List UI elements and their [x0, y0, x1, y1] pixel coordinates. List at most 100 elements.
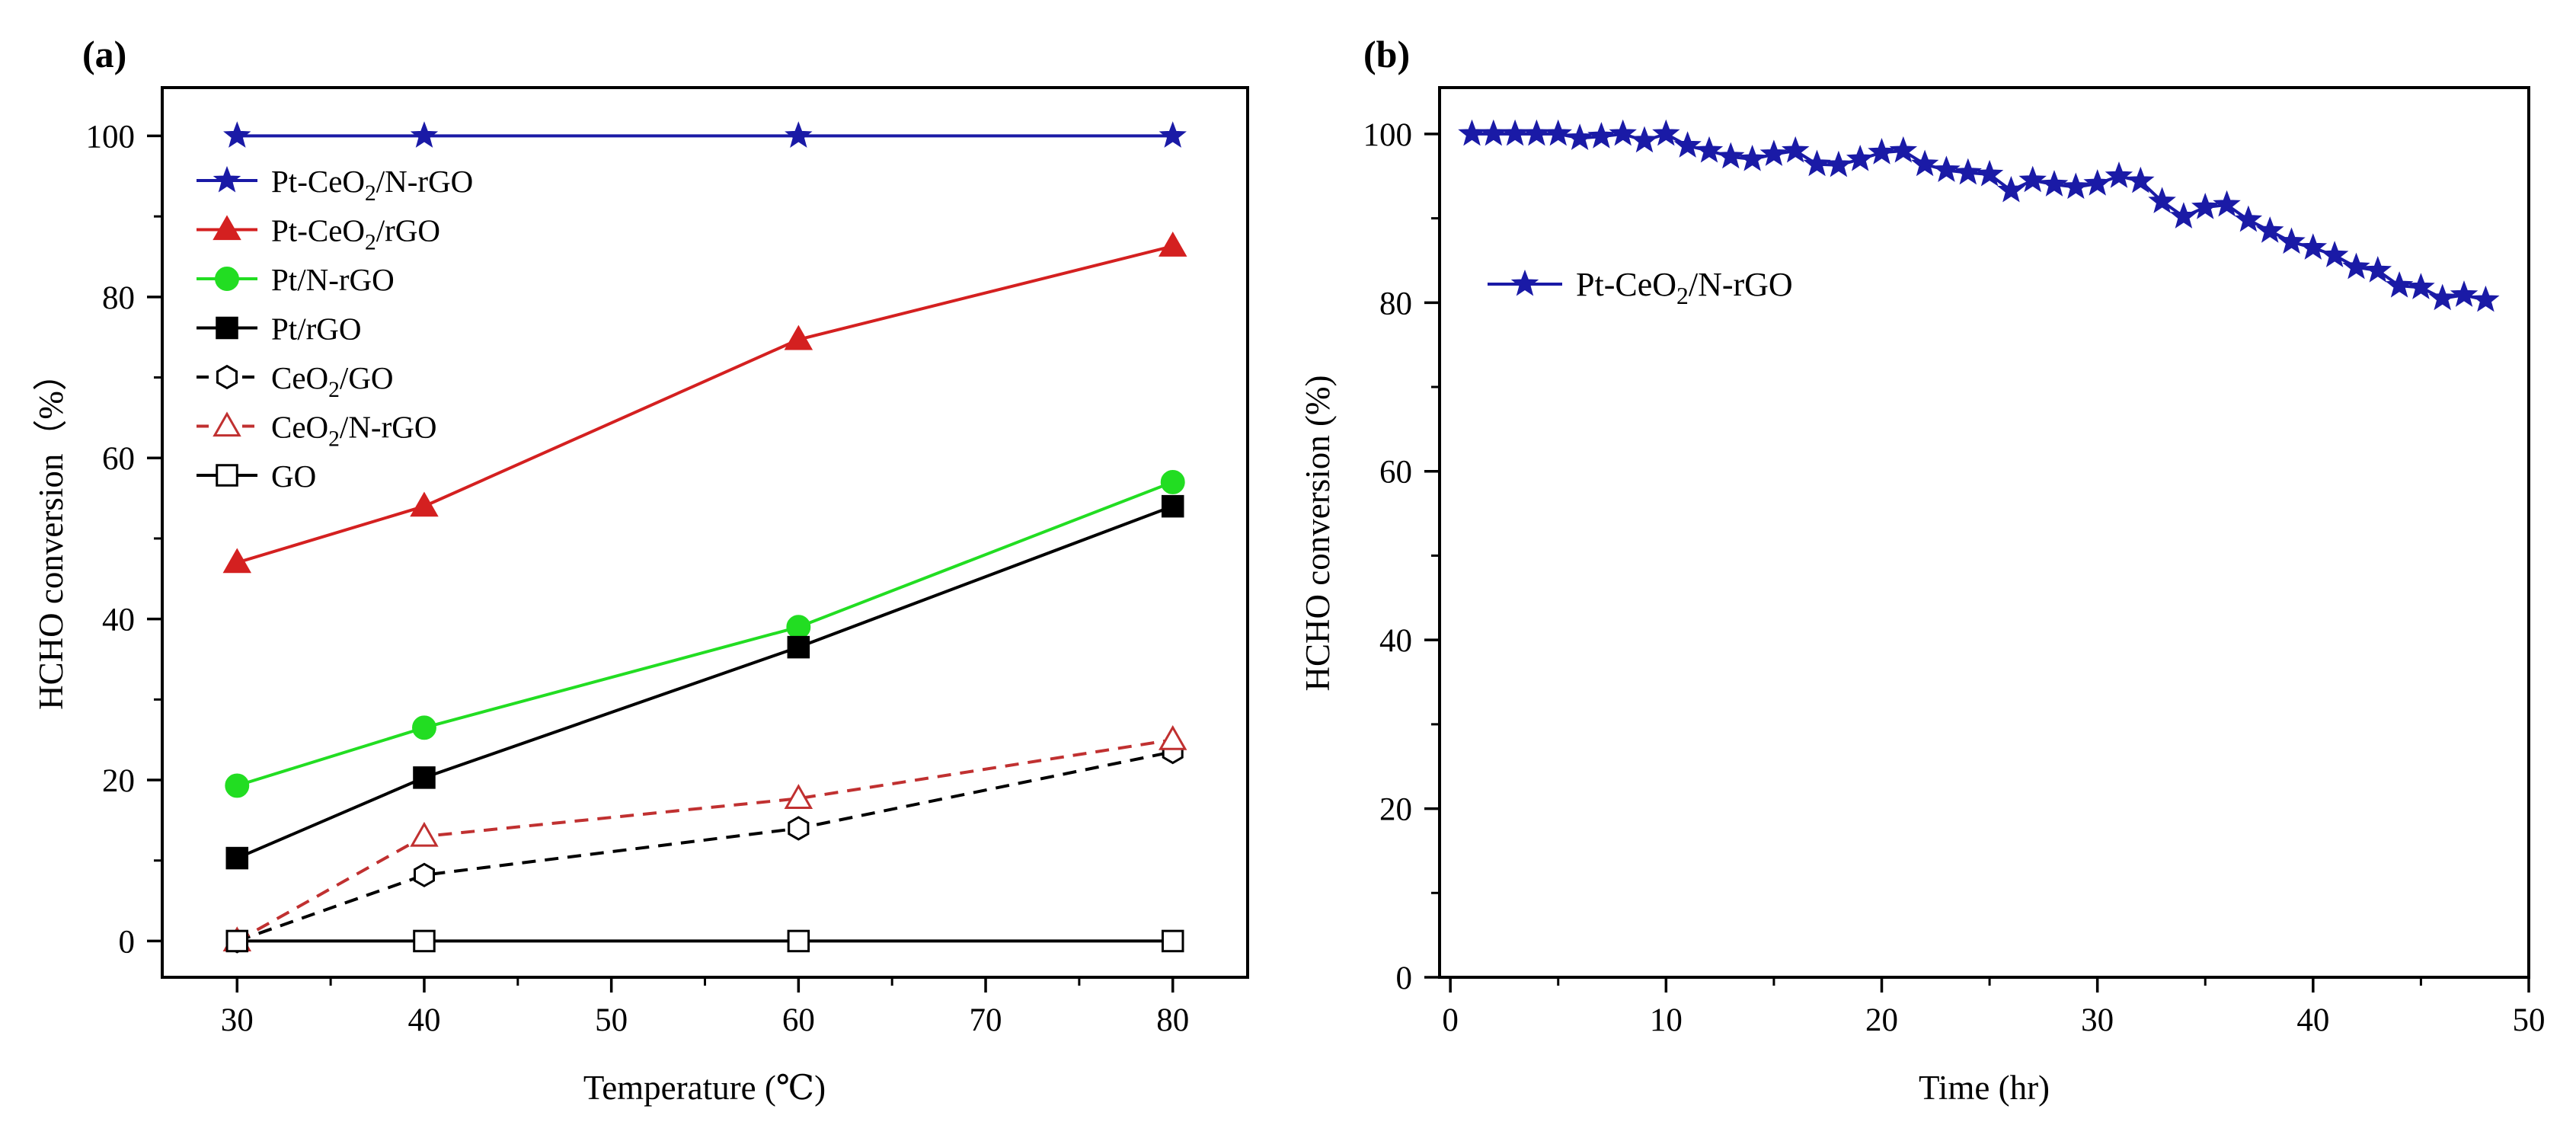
legend-item: GO — [197, 459, 316, 494]
legend-marker — [216, 464, 238, 487]
y-tick-label: 100 — [86, 119, 136, 155]
data-point-marker — [787, 635, 810, 659]
legend-marker — [216, 364, 238, 390]
y-tick-label: 60 — [102, 441, 135, 477]
data-point-marker — [784, 784, 813, 809]
legend-item-label: Pt/N-rGO — [271, 262, 395, 297]
data-point-marker — [413, 929, 436, 953]
data-point-marker — [2363, 256, 2392, 283]
data-point-marker — [1630, 126, 1659, 153]
data-point-marker — [2450, 280, 2479, 307]
y-tick-label: 0 — [119, 924, 136, 960]
data-point-marker — [2040, 170, 2069, 197]
data-point-marker — [2148, 187, 2176, 213]
x-tick-label: 20 — [1865, 1002, 1898, 1038]
data-point-marker — [1159, 121, 1187, 148]
y-tick-label: 40 — [1379, 623, 1412, 659]
legend-item: Pt/rGO — [197, 312, 361, 347]
legend-item: CeO2/GO — [197, 360, 394, 402]
panel-b-y-axis-title: HCHO conversion (%) — [1299, 376, 1337, 692]
data-point-marker — [1158, 725, 1187, 750]
series-pt-ceo2-rgo — [222, 232, 1187, 574]
series-line — [236, 750, 1174, 943]
data-point-marker — [2385, 271, 2414, 298]
data-point-marker — [412, 715, 436, 740]
panel-a-label: (a) — [82, 33, 126, 75]
data-point-marker — [787, 929, 810, 953]
series-go — [225, 929, 1184, 953]
data-point-marker — [1782, 136, 1810, 163]
series-line — [236, 481, 1174, 788]
data-point-marker — [223, 121, 251, 148]
data-point-marker — [2018, 165, 2047, 193]
y-tick-label: 20 — [1379, 792, 1412, 828]
panel-a-x-axis-title: Temperature (℃) — [583, 1069, 826, 1107]
panel-b: (b) 0 10 20 30 40 50 0 20 40 60 80 100 Pt-CeO2/N-rG… — [1299, 33, 2546, 1107]
x-tick-label: 30 — [221, 1002, 254, 1038]
data-point-marker — [2083, 169, 2111, 196]
data-point-marker — [2320, 241, 2349, 267]
data-point-marker — [1910, 149, 1939, 177]
series-pt-ceo2-n-rgo — [223, 121, 1187, 148]
series-pt-rgo — [225, 494, 1184, 870]
x-tick-label: 70 — [970, 1002, 1002, 1038]
legend-marker — [1510, 269, 1539, 296]
panel-b-ticks: 0 10 20 30 40 50 0 20 40 60 80 100 — [1363, 117, 2546, 1038]
data-point-marker — [2169, 202, 2198, 229]
data-point-marker — [1932, 155, 1961, 182]
data-point-marker — [1695, 136, 1724, 163]
data-point-marker — [1889, 136, 1918, 163]
legend-item: CeO2/N-rGO — [197, 410, 436, 452]
data-point-marker — [786, 615, 811, 640]
panel-a-series — [222, 121, 1187, 954]
data-point-marker — [1673, 131, 1702, 158]
x-tick-label: 60 — [782, 1002, 815, 1038]
legend-marker — [213, 165, 241, 193]
legend-item-label: GO — [271, 459, 316, 494]
data-point-marker — [2127, 166, 2155, 193]
data-point-marker — [1997, 175, 2025, 203]
panel-a-ticks: 30 40 50 60 70 80 0 20 40 60 80 100 — [86, 119, 1190, 1038]
data-point-marker — [1717, 142, 1745, 169]
legend-item: Pt/N-rGO — [197, 262, 395, 297]
y-tick-label: 40 — [102, 603, 135, 638]
panel-b-label: (b) — [1363, 33, 1410, 75]
data-point-marker — [225, 846, 249, 870]
data-point-marker — [1158, 232, 1187, 257]
legend-marker — [213, 411, 241, 437]
data-point-marker — [414, 862, 435, 887]
series-line — [236, 504, 1174, 860]
panel-a-legend: Pt-CeO2/N-rGO Pt-CeO2/rGO Pt/N-rGO Pt/rGO Ce… — [197, 164, 473, 494]
data-point-marker — [788, 816, 810, 841]
data-point-marker — [2342, 252, 2370, 280]
data-point-marker — [1738, 144, 1766, 171]
data-point-marker — [1161, 494, 1184, 518]
legend-item-label: Pt/rGO — [271, 312, 361, 347]
data-point-marker — [410, 121, 439, 148]
x-tick-label: 80 — [1156, 1002, 1189, 1038]
legend-item: Pt-CeO2/N-rGO — [1488, 266, 1793, 309]
data-point-marker — [1846, 144, 1874, 171]
data-point-marker — [785, 121, 813, 148]
data-point-marker — [410, 491, 439, 517]
y-tick-label: 0 — [1396, 961, 1413, 996]
data-point-marker — [1652, 119, 1680, 146]
data-point-marker — [1954, 158, 1982, 185]
x-tick-label: 50 — [2513, 1002, 2546, 1038]
legend-item-label: CeO2/GO — [271, 360, 394, 402]
panel-b-legend: Pt-CeO2/N-rGO — [1488, 266, 1793, 309]
x-tick-label: 40 — [2296, 1002, 2329, 1038]
data-point-marker — [1824, 150, 1853, 177]
data-point-marker — [1975, 159, 2004, 187]
data-point-marker — [2213, 190, 2241, 217]
data-point-marker — [2105, 161, 2133, 188]
data-point-marker — [1160, 469, 1185, 494]
legend-marker — [215, 267, 239, 291]
data-point-marker — [1565, 123, 1594, 150]
panel-b-plot-frame — [1438, 86, 2530, 979]
data-point-marker — [2255, 216, 2284, 243]
x-tick-label: 40 — [407, 1002, 440, 1038]
data-point-marker — [1161, 929, 1184, 953]
legend-item: Pt-CeO2/N-rGO — [197, 164, 473, 206]
